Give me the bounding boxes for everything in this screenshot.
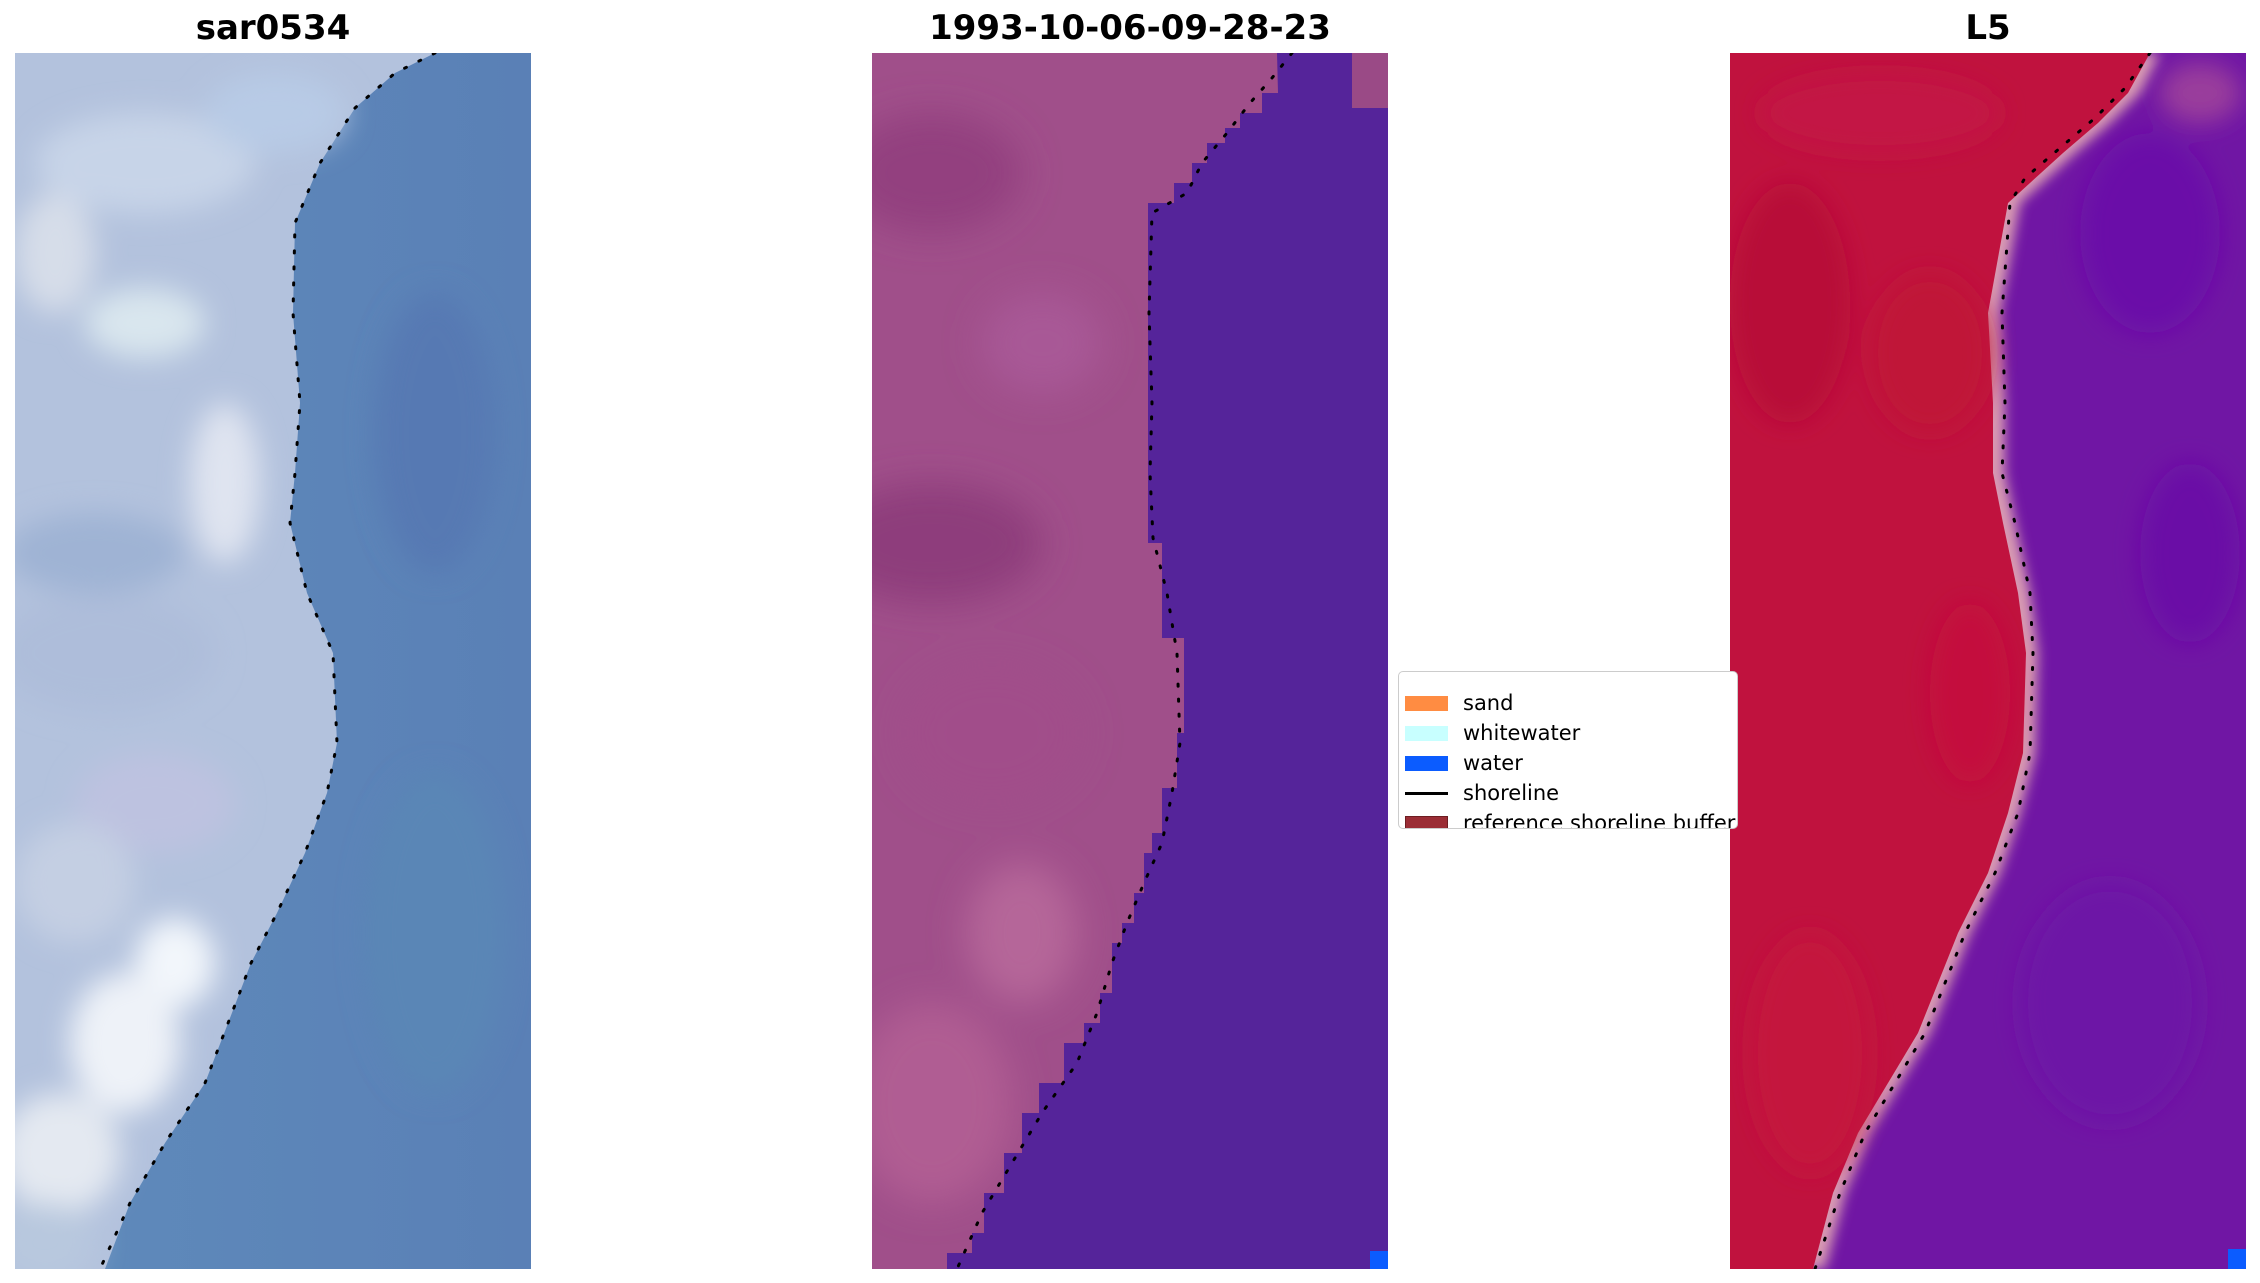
index-image-panel <box>1730 53 2246 1269</box>
classified-image-panel <box>872 53 1388 1269</box>
water-swatch <box>1405 755 1448 771</box>
panel-title-rgb: sar0534 <box>195 8 351 48</box>
index-image <box>1730 53 2246 1269</box>
panel-title-date: 1993-10-06-09-28-23 <box>929 8 1331 48</box>
legend-label: whitewater <box>1463 721 1581 745</box>
legend-item-water: water <box>1405 748 1523 778</box>
legend-item-sand: sand <box>1405 688 1513 718</box>
legend-label: water <box>1463 751 1523 775</box>
legend-item-whitewater: whitewater <box>1405 718 1580 748</box>
whitewater-swatch <box>1405 725 1448 741</box>
legend-label: sand <box>1463 691 1514 715</box>
legend-item-shoreline: shoreline <box>1405 778 1559 808</box>
legend-item-reference-shoreline-buffer: reference shoreline buffer <box>1405 808 1736 829</box>
rgb-image-panel <box>15 53 531 1269</box>
sand-swatch <box>1405 695 1448 711</box>
panel-title-index: L5 <box>1965 8 2011 48</box>
classified-image <box>872 53 1388 1269</box>
legend: sand whitewater water shoreline referenc… <box>1398 671 1738 829</box>
shoreline-line-swatch <box>1405 791 1448 795</box>
rgb-satellite-image <box>15 53 531 1269</box>
legend-label: shoreline <box>1463 781 1560 805</box>
legend-label: reference shoreline buffer <box>1463 811 1736 829</box>
buffer-swatch <box>1405 815 1448 828</box>
